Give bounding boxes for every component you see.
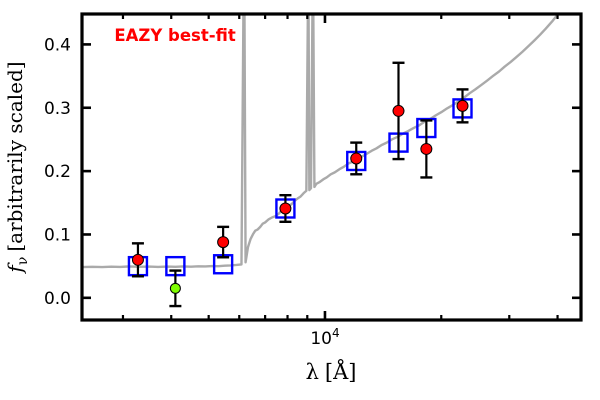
observed-photometry-point-0-6 xyxy=(456,99,469,112)
observed-photometry-point-0-2 xyxy=(279,202,292,215)
observed-photometry-point-0-5 xyxy=(420,142,433,155)
x-axis-title: λ [Å] xyxy=(306,359,357,384)
observed-photometry-markers xyxy=(131,61,469,308)
observed-photometry-point-0-0 xyxy=(131,253,144,266)
y-ticklabel-3: 0.3 xyxy=(44,99,71,119)
y-ticklabel-4: 0.4 xyxy=(44,35,71,55)
x-ticklabel-0: 104 xyxy=(310,326,339,349)
y-ticklabel-1: 0.1 xyxy=(44,225,71,245)
axis-ticks: 0.0 0.1 0.2 0.3 0.4 104 xyxy=(44,14,581,349)
svg-text:λ[Å]: λ [Å] xyxy=(306,359,357,384)
y-ticklabel-0: 0.0 xyxy=(44,289,71,309)
observed-photometry-point-0-4 xyxy=(392,104,405,117)
observed-photometry-point-0-3 xyxy=(350,152,363,165)
eazy-best-fit-annotation: EAZY best-fit xyxy=(114,26,235,45)
svg-text:fν[arbitrarily scaled]: fν[arbitrarily scaled] xyxy=(3,61,31,274)
axis-frame xyxy=(80,12,583,322)
observed-photometry-point-1-0 xyxy=(169,282,181,294)
y-ticklabel-2: 0.2 xyxy=(44,162,71,182)
observed-photometry-point-0-1 xyxy=(217,236,230,249)
y-axis-title: fν[arbitrarily scaled] xyxy=(3,61,31,274)
